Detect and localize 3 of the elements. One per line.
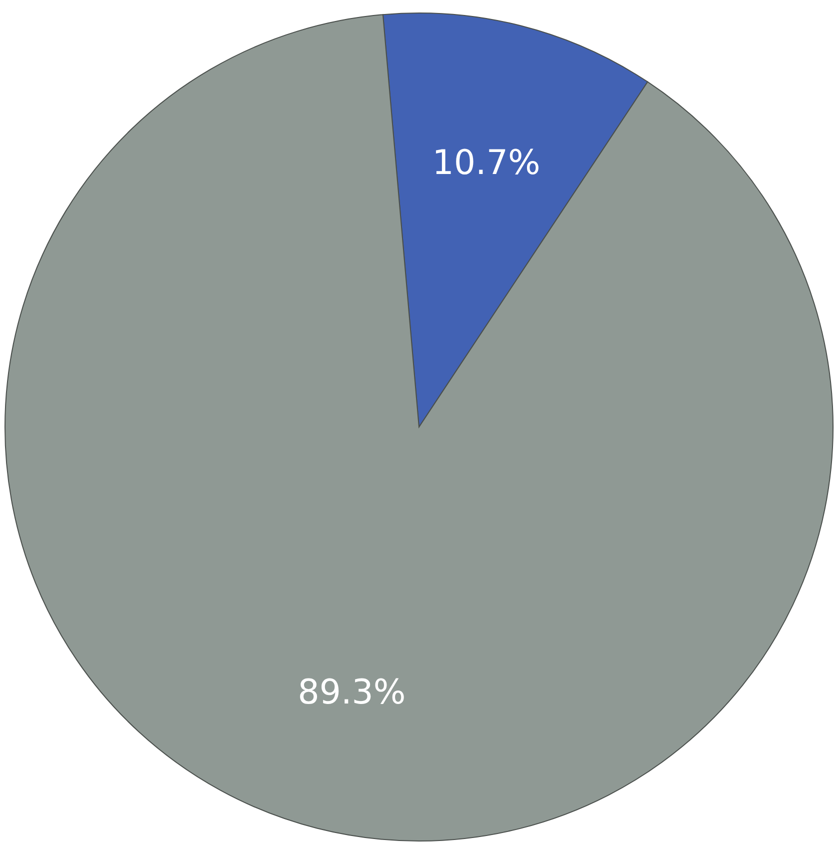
data-label: 10.7% (432, 143, 540, 184)
data-label: 89.3% (298, 672, 406, 713)
pie-slice (4, 14, 834, 842)
